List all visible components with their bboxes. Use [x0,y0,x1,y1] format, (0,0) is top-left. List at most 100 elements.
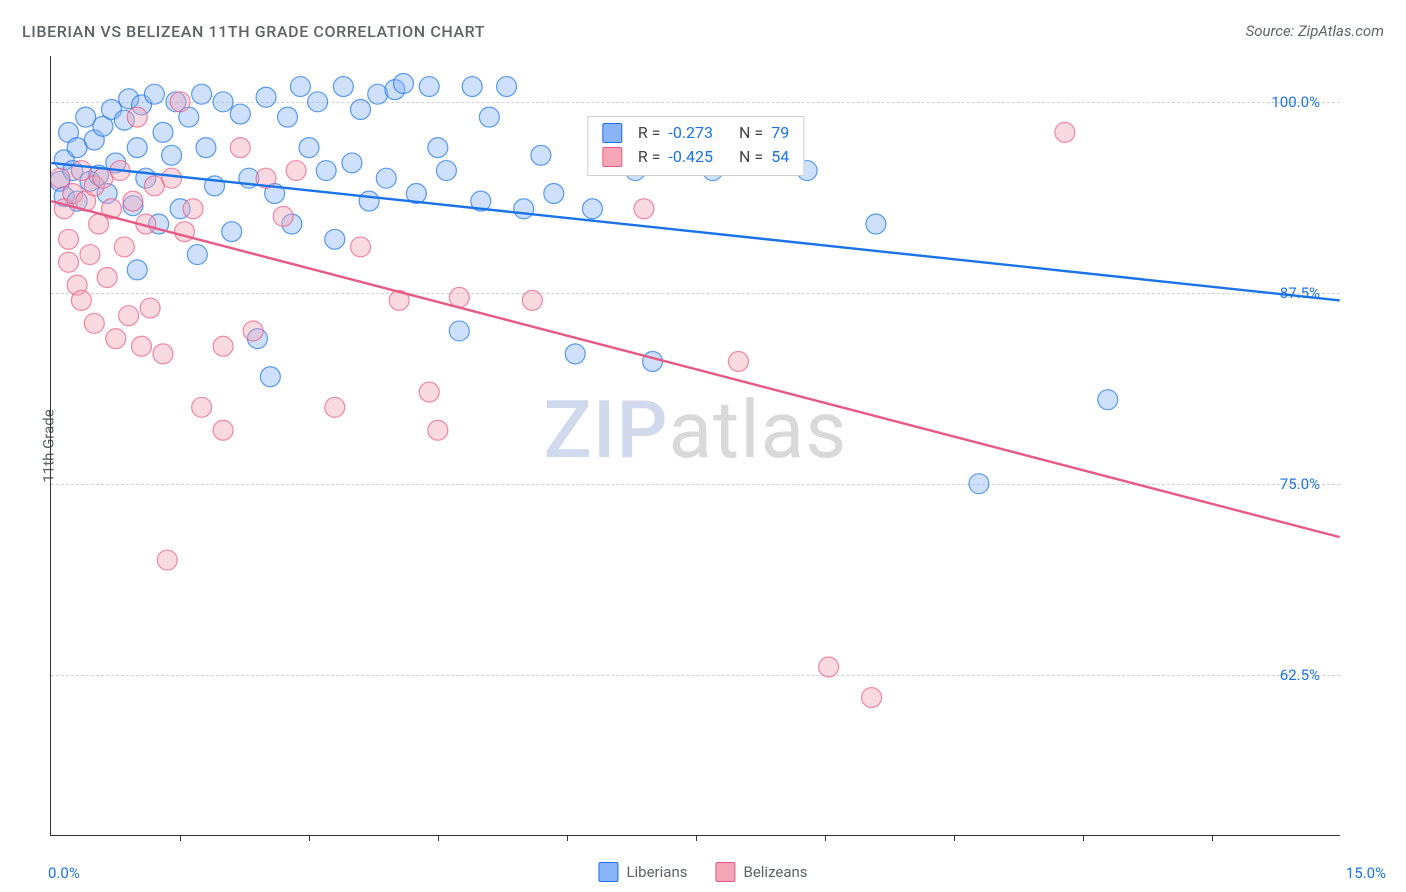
x-tick [567,835,568,841]
data-point [544,183,564,203]
data-point [308,92,328,112]
data-point [479,107,499,127]
r-value-liberians: -0.273 [668,121,713,145]
correlation-legend: R = -0.273 N = 79 R = -0.425 N = 54 [587,116,804,176]
swatch-belizeans-icon [715,862,735,882]
data-point [342,153,362,173]
data-point [1098,390,1118,410]
data-point [162,168,182,188]
chart-container: LIBERIAN VS BELIZEAN 11TH GRADE CORRELAT… [0,0,1406,892]
data-point [132,336,152,356]
data-point [351,237,371,257]
data-point [127,107,147,127]
data-point [290,77,310,97]
data-point [119,306,139,326]
data-point [153,122,173,142]
legend-row-liberians: R = -0.273 N = 79 [602,121,789,145]
data-point [222,222,242,242]
x-tick [825,835,826,841]
trend-line [51,163,1339,300]
data-point [634,199,654,219]
r-value-belizeans: -0.425 [668,145,713,169]
data-point [97,267,117,287]
legend-label-belizeans: Belizeans [743,863,807,881]
data-point [819,657,839,677]
data-point [260,367,280,387]
x-tick [180,835,181,841]
swatch-liberians [602,123,622,143]
data-point [230,138,250,158]
data-point [273,206,293,226]
trend-line [51,201,1339,537]
data-point [728,352,748,372]
data-point [497,77,517,97]
x-tick [438,835,439,841]
data-point [299,138,319,158]
data-point [582,199,602,219]
data-point [106,329,126,349]
data-point [316,161,336,181]
x-tick [696,835,697,841]
data-point [643,352,663,372]
swatch-belizeans [602,147,622,167]
x-axis-min-label: 0.0% [48,864,80,882]
data-point [1055,122,1075,142]
data-point [376,168,396,188]
n-label: N = [739,145,763,169]
legend-row-belizeans: R = -0.425 N = 54 [602,145,789,169]
data-point [71,290,91,310]
legend-label-liberians: Liberians [626,863,687,881]
data-point [359,191,379,211]
data-point [59,229,79,249]
data-point [213,92,233,112]
legend-item-liberians: Liberians [598,862,687,882]
data-point [157,550,177,570]
data-point [969,474,989,494]
r-label: R = [638,121,661,145]
data-point [449,321,469,341]
x-tick [309,835,310,841]
chart-title: LIBERIAN VS BELIZEAN 11TH GRADE CORRELAT… [22,22,485,41]
data-point [213,336,233,356]
data-point [862,688,882,708]
n-label: N = [739,121,763,145]
data-point [114,237,134,257]
data-point [514,199,534,219]
data-point [187,245,207,265]
data-point [196,138,216,158]
data-point [80,245,100,265]
data-point [419,382,439,402]
data-point [213,420,233,440]
data-point [153,344,173,364]
data-point [325,397,345,417]
data-point [123,191,143,211]
x-tick [1212,835,1213,841]
data-point [140,298,160,318]
data-point [531,145,551,165]
swatch-liberians-icon [598,862,618,882]
data-point [325,229,345,249]
data-point [462,77,482,97]
r-label: R = [638,145,661,169]
legend-item-belizeans: Belizeans [715,862,807,882]
data-point [127,260,147,280]
data-point [522,290,542,310]
data-point [866,214,886,234]
data-point [428,138,448,158]
data-point [84,313,104,333]
data-point [351,99,371,119]
n-value-liberians: 79 [771,121,789,145]
n-value-belizeans: 54 [771,145,789,169]
data-point [565,344,585,364]
data-point [183,199,203,219]
x-axis-max-label: 15.0% [1346,864,1386,882]
data-point [162,145,182,165]
data-point [278,107,298,127]
x-tick [1083,835,1084,841]
data-point [192,397,212,417]
data-point [59,252,79,272]
data-point [127,138,147,158]
data-point [256,87,276,107]
data-point [230,104,250,124]
data-point [393,74,413,94]
